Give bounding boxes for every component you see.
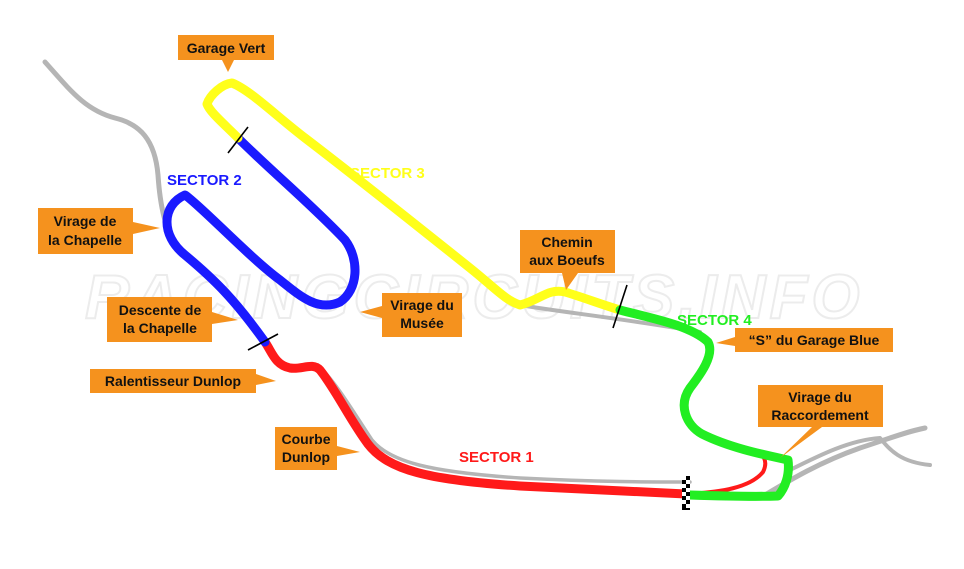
corner-callouts: Garage Vert Virage de la Chapelle Descen… — [38, 35, 893, 470]
old-road-north-west — [42, 59, 181, 253]
corner-label-courbe-dunlop-1: Courbe — [282, 431, 331, 447]
corner-label-chemin-aux-boeufs-2: aux Boeufs — [529, 252, 605, 268]
corner-label-ralentisseur-dunlop: Ralentisseur Dunlop — [105, 373, 241, 389]
sector-3-label: SECTOR 3 — [350, 165, 425, 182]
callout-virage-de-la-chapelle: Virage de la Chapelle — [38, 208, 160, 254]
old-road-dunlop — [316, 363, 692, 484]
divider-sector-2-3 — [227, 126, 249, 154]
callout-s-du-garage-blue: “S” du Garage Blue — [716, 328, 893, 352]
callout-ralentisseur-dunlop: Ralentisseur Dunlop — [90, 369, 276, 393]
callout-chemin-aux-boeufs: Chemin aux Boeufs — [520, 230, 615, 290]
corner-label-virage-du-raccordement-1: Virage du — [788, 389, 852, 405]
corner-label-garage-vert: Garage Vert — [187, 40, 266, 56]
divider-sector-3-4 — [612, 284, 628, 329]
sector-2-label: SECTOR 2 — [167, 172, 242, 189]
corner-label-courbe-dunlop-2: Dunlop — [282, 449, 330, 465]
callout-courbe-dunlop: Courbe Dunlop — [275, 427, 360, 470]
corner-label-chemin-aux-boeufs-1: Chemin — [541, 234, 592, 250]
corner-label-virage-de-la-chapelle-2: la Chapelle — [48, 232, 122, 248]
corner-label-virage-du-musee-1: Virage du — [390, 297, 454, 313]
callout-descente-de-la-chapelle: Descente de la Chapelle — [107, 297, 238, 342]
corner-label-virage-du-raccordement-2: Raccordement — [771, 407, 869, 423]
callout-garage-vert: Garage Vert — [178, 35, 274, 72]
corner-label-virage-du-musee-2: Musée — [400, 315, 444, 331]
corner-label-virage-de-la-chapelle-1: Virage de — [54, 213, 117, 229]
corner-label-descente-de-la-chapelle-1: Descente de — [119, 302, 202, 318]
sector-3-track — [202, 78, 625, 315]
divider-sector-1-2 — [247, 333, 279, 351]
sector-4-track — [615, 305, 793, 501]
callout-virage-du-raccordement: Virage du Raccordement — [758, 385, 883, 458]
sector-dividers — [227, 126, 628, 351]
sector-1-label: SECTOR 1 — [459, 449, 534, 466]
sector-2-track — [162, 133, 360, 347]
corner-label-descente-de-la-chapelle-2: la Chapelle — [123, 320, 197, 336]
corner-label-s-du-garage-blue: “S” du Garage Blue — [749, 332, 880, 348]
old-road-east-2 — [788, 436, 932, 472]
sector-4-label: SECTOR 4 — [677, 312, 752, 329]
callout-virage-du-musee: Virage du Musée — [360, 293, 462, 337]
checkered-flag-icon — [682, 476, 690, 510]
